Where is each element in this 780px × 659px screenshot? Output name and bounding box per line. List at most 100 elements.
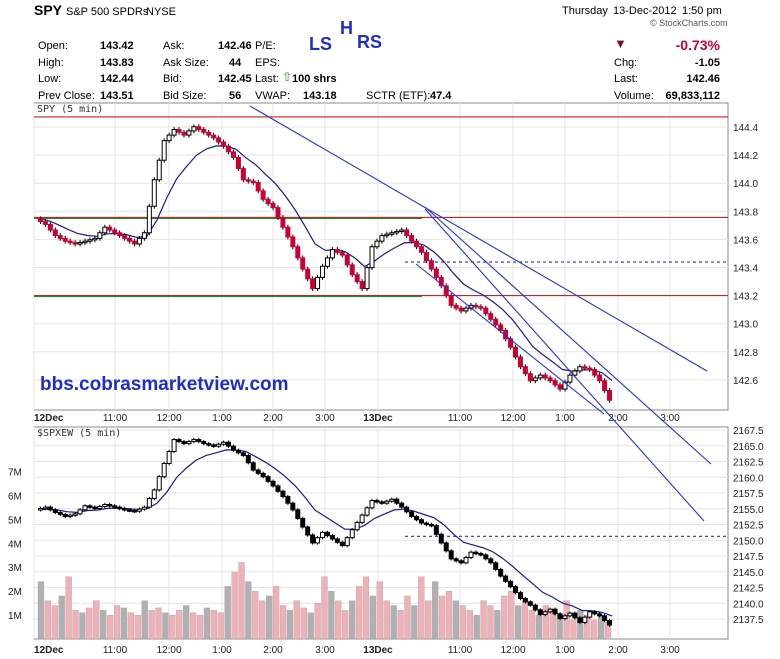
candle-body [547,608,553,613]
candle-body [92,506,98,510]
x-tick-label: 12:00 [500,413,525,424]
x-tick-label: 3:00 [660,413,680,424]
candle-body [483,554,489,560]
candle-body [414,240,420,248]
candle-body [290,502,296,511]
volume-bar [300,607,307,640]
volume-bar [293,600,300,640]
candle-body [171,439,177,453]
volume-tick-label: 2M [8,587,22,598]
candle-body [562,381,568,390]
volume-bar [521,600,529,640]
candle-body [216,443,222,447]
candle-body [310,534,316,544]
high-value: 143.83 [100,57,134,69]
candle-body [72,242,78,245]
candle-body [122,507,128,511]
chg-label: Chg: [614,57,638,69]
candle-body [112,229,118,234]
volume-bar [44,600,51,640]
volume-value: 69,833,112 [665,90,720,102]
candle-body [136,508,142,512]
volume-bar [508,591,515,640]
candle-body [265,198,271,204]
candle-body [572,370,578,376]
candle-body [92,237,98,241]
candle-body [602,615,608,621]
candle-body [552,380,558,386]
candle-body [77,242,83,245]
candle-body [131,509,137,513]
candle-body [82,240,88,244]
candle-body [359,281,365,290]
candle-body [72,513,78,516]
candle-body [537,374,543,379]
candle-body [206,131,212,136]
last-value: 142.46 [686,73,720,85]
volume-bar [432,581,439,640]
ask-size-label: Ask Size: [163,57,209,69]
volume-bar [86,607,93,640]
volume-bar [328,591,335,640]
low-value: 142.44 [100,73,134,85]
y-tick-label: 2162.5 [733,458,764,469]
volume-bar [452,600,460,640]
x-tick-label: 13Dec [363,413,393,424]
candle-body [82,505,88,511]
candle-body [577,617,583,623]
candle-body [87,505,93,508]
volume-bar [473,614,480,640]
candle-body [513,586,519,594]
candle-body [127,237,133,242]
open-label: Open: [38,40,68,52]
x-tick-label: 11:00 [103,413,128,424]
volume-bar [591,619,598,640]
candle-body [156,476,162,491]
candle-body [334,538,340,543]
volume-bar [466,610,473,640]
y-tick-label: 143.2 [733,292,758,303]
candle-body [532,377,538,382]
candle-body [136,237,142,245]
candle-body [201,129,207,133]
volume-bar [390,605,397,640]
candle-body [592,611,598,615]
volume-bar [107,614,114,640]
x-tick-label: 3:00 [315,413,335,424]
candle-body [117,506,123,510]
candle-body [97,506,103,509]
candle-body [324,257,330,267]
volume-bar [501,595,508,640]
x-tick-label: 1:00 [555,413,575,424]
candle-body [339,541,345,547]
candle-body [42,221,48,225]
candle-body [433,525,439,535]
x-tick-label: 11:00 [448,645,473,656]
candle-body [240,452,246,456]
candle-body [42,506,48,510]
candle-body [384,233,390,237]
y-tick-label: 144.0 [733,179,758,190]
candle-body [349,264,355,276]
candle-body [409,511,415,517]
candle-body [567,374,573,383]
volume-bar [224,586,231,640]
candle-body [374,240,380,248]
volume-bar [542,605,549,640]
candle-body [344,537,350,547]
candle-body [592,369,598,376]
candle-body [394,230,400,234]
candle-body [235,156,241,170]
candle-body [245,179,251,182]
x-tick-label: 12Dec [34,413,64,424]
candle-body [191,126,197,132]
volume-bar [231,571,238,640]
head-label: H [340,18,353,38]
eps-label: EPS: [255,57,281,69]
candle-body [463,557,469,564]
candle-body [354,521,360,531]
y-tick-label: 143.0 [733,320,758,331]
up-arrow-icon: ⇧ [282,70,293,84]
volume-bar [515,605,522,640]
x-tick-label: 2:00 [608,413,628,424]
